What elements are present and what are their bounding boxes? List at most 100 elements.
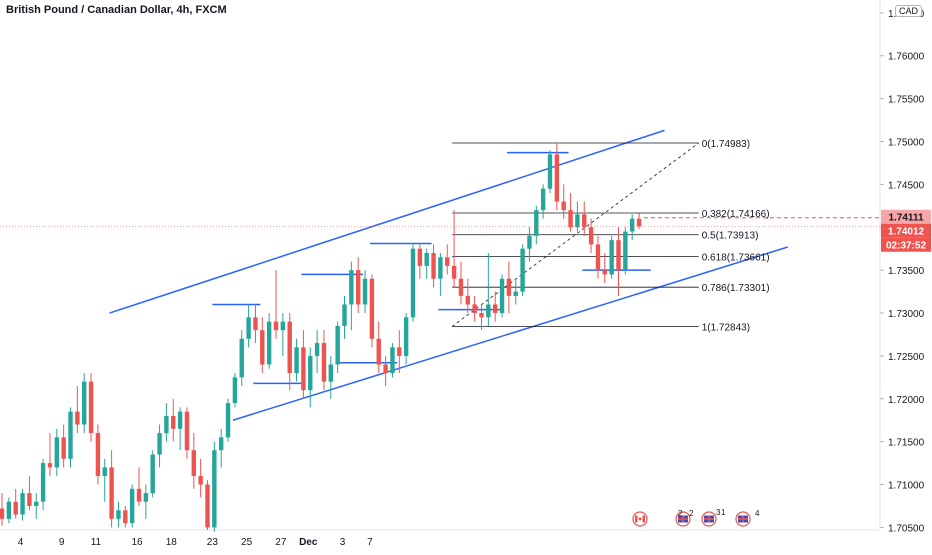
candle-body xyxy=(397,347,402,356)
candle-body xyxy=(143,493,149,502)
candle-body xyxy=(486,304,491,318)
candle-body xyxy=(520,248,525,292)
time-tick-label: 4 xyxy=(18,537,24,548)
time-tick-label: 18 xyxy=(166,537,178,548)
candle-body xyxy=(349,270,354,305)
candle-body xyxy=(0,508,5,519)
event-count-label: 1 xyxy=(721,508,726,517)
candle-body xyxy=(294,347,299,374)
candle-body xyxy=(328,364,333,382)
candle-body xyxy=(403,317,409,356)
candle-body xyxy=(219,437,224,451)
time-tick-label: 3 xyxy=(340,537,346,548)
candle-body xyxy=(212,450,217,528)
flag-band xyxy=(635,515,638,523)
candle-body xyxy=(308,355,313,391)
time-tick-label: 9 xyxy=(59,537,65,548)
flag-ca-icon[interactable] xyxy=(632,511,648,527)
candle-body xyxy=(246,317,251,339)
channel-lower-line xyxy=(232,246,788,421)
candle-body xyxy=(184,411,190,451)
candle-body xyxy=(109,467,114,519)
candle-body xyxy=(410,248,416,318)
candle-body xyxy=(129,488,135,524)
candle-body xyxy=(164,415,169,434)
candle-body xyxy=(369,278,375,339)
time-tick-label: 23 xyxy=(207,537,219,548)
candle-body xyxy=(123,510,128,524)
candle-body xyxy=(321,343,327,382)
event-count-label: 3 xyxy=(716,508,721,517)
candle-body xyxy=(362,278,368,305)
candle-body xyxy=(493,304,498,314)
candle-body xyxy=(225,403,231,438)
fib-level-label: 0(1.74983) xyxy=(702,139,750,150)
candle-body xyxy=(472,304,477,314)
event-count-label: 4 xyxy=(755,509,760,518)
candle-body xyxy=(13,501,18,515)
candle-body xyxy=(609,240,614,275)
price-axis-panel xyxy=(880,0,932,550)
chart-title: British Pound / Canadian Dollar, 4h, FXC… xyxy=(6,4,227,16)
candle-body xyxy=(575,214,580,228)
price-badge-countdown: 02:37:52 xyxy=(886,241,926,252)
candle-body xyxy=(191,450,196,476)
candle-body xyxy=(547,154,553,189)
candle-body xyxy=(61,437,66,459)
candle-body xyxy=(68,411,73,459)
candle-body xyxy=(6,501,12,519)
candle-body xyxy=(602,270,607,275)
price-tick-label: 1.73000 xyxy=(888,309,925,320)
flag-uk-icon[interactable] xyxy=(735,511,751,527)
flag-uk-icon[interactable] xyxy=(701,511,717,527)
price-tick-label: 1.74500 xyxy=(888,180,925,191)
candle-body xyxy=(445,257,450,266)
candle-body xyxy=(34,501,39,506)
candle-body xyxy=(171,415,176,429)
price-tick-label: 1.75000 xyxy=(888,138,925,149)
candle-body xyxy=(390,347,395,374)
price-badge-last: 1.74111 xyxy=(888,213,923,224)
fib-level-label: 0.382(1.74166) xyxy=(702,209,770,220)
candle-body xyxy=(630,218,635,232)
candle-body xyxy=(513,291,518,296)
flag-uk-icon[interactable] xyxy=(675,511,691,527)
candle-body xyxy=(465,295,470,305)
currency-badge[interactable]: CAD xyxy=(895,5,923,17)
candle-body xyxy=(458,278,464,296)
time-tick-label: 11 xyxy=(91,537,102,548)
candle-body xyxy=(636,218,642,227)
candle-body xyxy=(102,467,107,476)
price-badge-bid: 1.74012 xyxy=(888,227,925,238)
candle-body xyxy=(431,252,436,279)
price-badge-bg xyxy=(881,237,931,252)
candle-body xyxy=(527,235,532,249)
price-tick-label: 1.71000 xyxy=(888,481,925,492)
candle-body xyxy=(479,313,484,318)
candle-body xyxy=(301,347,306,391)
candle-body xyxy=(116,510,121,519)
candle-body xyxy=(451,265,457,279)
candle-body xyxy=(424,252,429,266)
candle-body xyxy=(150,454,155,494)
candle-body xyxy=(280,321,286,331)
candle-body xyxy=(88,381,94,434)
time-tick-label: 7 xyxy=(367,537,373,548)
price-tick-label: 1.75500 xyxy=(888,95,925,106)
candle-body xyxy=(595,244,601,271)
candle-body xyxy=(239,338,244,378)
price-tick-label: 1.70500 xyxy=(888,523,925,534)
fib-level-label: 0.5(1.73913) xyxy=(702,231,759,242)
fib-level-label: 0.618(1.73661) xyxy=(702,252,770,263)
candle-body xyxy=(177,411,183,429)
candle-body xyxy=(582,214,587,228)
time-tick-label: 25 xyxy=(241,537,253,548)
candle-body xyxy=(568,210,573,228)
candle-body xyxy=(157,433,162,455)
price-tick-label: 1.72000 xyxy=(888,395,925,406)
price-badge-bg xyxy=(881,209,931,224)
candle-body xyxy=(623,231,628,271)
candle-body xyxy=(136,488,142,502)
